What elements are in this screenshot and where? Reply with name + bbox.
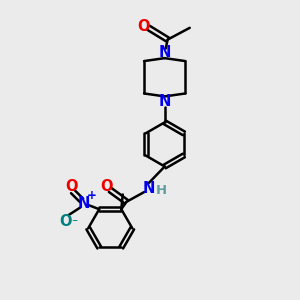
- Text: O: O: [100, 179, 112, 194]
- Text: H: H: [155, 184, 167, 197]
- Text: N: N: [142, 181, 155, 196]
- Text: O: O: [137, 19, 149, 34]
- Text: ⁻: ⁻: [71, 218, 77, 230]
- Text: N: N: [158, 94, 171, 109]
- Text: N: N: [158, 45, 171, 60]
- Text: +: +: [87, 189, 97, 202]
- Text: N: N: [78, 196, 90, 211]
- Text: O: O: [59, 214, 72, 229]
- Text: O: O: [65, 179, 77, 194]
